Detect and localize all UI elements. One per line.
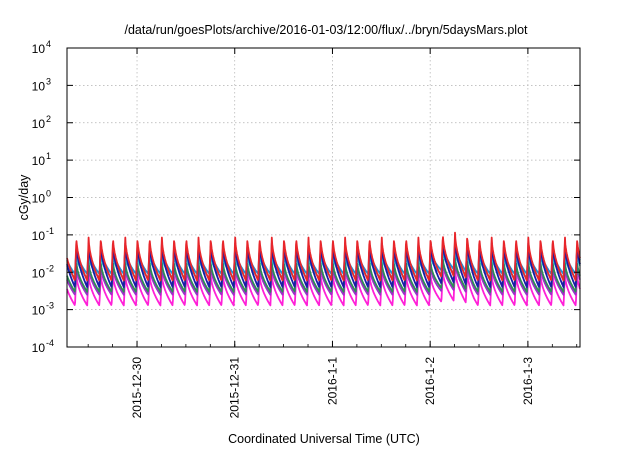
x-axis-label: Coordinated Universal Time (UTC) <box>228 432 420 446</box>
y-axis-label-group: cGy/day <box>17 174 31 221</box>
y-tick-label-exponent: -3 <box>46 301 54 311</box>
x-tick-label: 2015-12-30 <box>130 357 144 419</box>
y-tick-label: 10 1 <box>32 151 51 168</box>
y-tick-label: 10 -1 <box>32 226 54 243</box>
series-line <box>66 231 581 282</box>
y-tick-label-exponent: -2 <box>46 263 54 273</box>
series-line <box>66 259 581 296</box>
x-tick-label: 2016-1-3 <box>521 357 535 405</box>
series-line <box>66 268 581 307</box>
y-tick-label: 10 3 <box>32 76 51 93</box>
x-tick-label: 2016-1-2 <box>423 357 437 405</box>
y-tick-label-base: 10 <box>32 42 46 56</box>
y-tick-label-base: 10 <box>32 304 46 318</box>
y-tick-label-exponent: 0 <box>46 189 51 199</box>
x-tick-label: 2016-1-1 <box>325 357 339 405</box>
y-axis-label: cGy/day <box>17 174 31 221</box>
y-tick-label-base: 10 <box>32 154 46 168</box>
y-tick-label: 10 0 <box>32 189 51 206</box>
y-tick-label-exponent: -1 <box>46 226 54 236</box>
chart-title: /data/run/goesPlots/archive/2016-01-03/1… <box>124 23 528 37</box>
y-tick-label: 10 -2 <box>32 263 54 280</box>
x-tick-label: 2015-12-31 <box>228 357 242 419</box>
series-line <box>66 237 581 289</box>
y-tick-label-base: 10 <box>32 79 46 93</box>
y-tick-label: 10 2 <box>32 114 51 131</box>
y-tick-label: 10 -3 <box>32 301 54 318</box>
series-layer <box>66 231 581 307</box>
y-tick-label-exponent: 2 <box>46 114 51 124</box>
y-tick-label-base: 10 <box>32 341 46 355</box>
y-tick-label-exponent: 4 <box>46 39 51 49</box>
y-tick-label: 10 4 <box>32 39 51 56</box>
y-tick-label-base: 10 <box>32 266 46 280</box>
y-tick-label-base: 10 <box>32 192 46 206</box>
y-tick-label-base: 10 <box>32 229 46 243</box>
y-tick-label: 10 -4 <box>32 338 54 355</box>
y-tick-label-base: 10 <box>32 117 46 131</box>
series-line <box>66 255 581 293</box>
y-tick-label-exponent: -4 <box>46 338 54 348</box>
y-tick-label-exponent: 1 <box>46 151 51 161</box>
y-tick-label-exponent: 3 <box>46 76 51 86</box>
